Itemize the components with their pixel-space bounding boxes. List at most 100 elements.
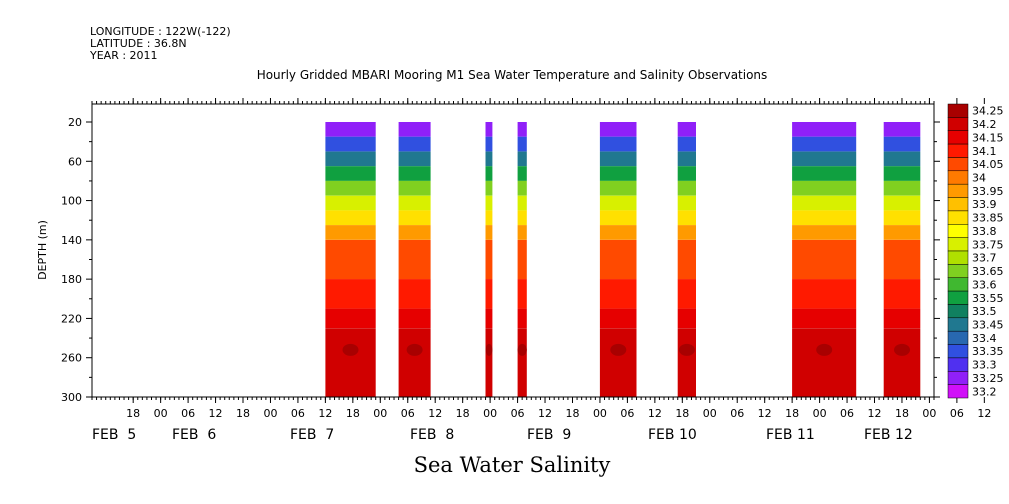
colorbar-swatch — [947, 183, 969, 198]
salinity-band — [792, 151, 857, 167]
salinity-band — [325, 328, 376, 398]
salinity-band — [398, 136, 431, 152]
colorbar-label: 34.15 — [972, 131, 1004, 144]
salinity-band — [485, 210, 493, 226]
salinity-band — [677, 166, 696, 181]
salinity-band — [325, 279, 376, 309]
data-segment — [325, 122, 376, 398]
salinity-band — [883, 225, 921, 240]
colorbar-label: 33.3 — [972, 359, 997, 372]
salinity-band — [325, 122, 376, 137]
colorbar-swatch — [947, 143, 969, 158]
colorbar: 34.2534.234.1534.134.053433.9533.933.853… — [947, 103, 1004, 398]
salinity-band — [517, 151, 527, 167]
x-tick-label: 06 — [401, 407, 415, 420]
x-tick-label: 18 — [565, 407, 579, 420]
data-segment — [792, 122, 857, 398]
colorbar-swatch — [947, 170, 969, 185]
salinity-band — [485, 279, 493, 309]
x-tick-label: 12 — [209, 407, 223, 420]
salinity-band — [325, 308, 376, 329]
colorbar-label: 33.8 — [972, 225, 997, 238]
x-tick-label: 00 — [593, 407, 607, 420]
x-date-label: FEB 10 — [648, 427, 697, 443]
colorbar-swatch — [947, 237, 969, 252]
latitude-label: LATITUDE : 36.8N — [90, 37, 187, 50]
salinity-band — [599, 151, 637, 167]
salinity-band — [485, 225, 493, 240]
x-date-label: FEB 8 — [410, 427, 454, 443]
y-tick-label: 260 — [61, 352, 82, 365]
colorbar-swatch — [947, 117, 969, 132]
colorbar-label: 33.75 — [972, 238, 1004, 251]
x-tick-label: 12 — [318, 407, 332, 420]
salinity-band — [485, 166, 493, 181]
colorbar-label: 34.25 — [972, 105, 1004, 118]
salinity-band — [883, 166, 921, 181]
x-tick-label: 18 — [456, 407, 470, 420]
salinity-band — [325, 136, 376, 152]
colorbar-label: 34.2 — [972, 118, 997, 131]
salinity-band — [398, 210, 431, 226]
salinity-band — [599, 279, 637, 309]
colorbar-swatch — [947, 250, 969, 265]
salinity-band — [398, 195, 431, 211]
colorbar-swatch — [947, 210, 969, 225]
x-tick-label: 00 — [263, 407, 277, 420]
salinity-band — [325, 166, 376, 181]
colorbar-swatch — [947, 330, 969, 345]
salinity-max-blob — [406, 343, 423, 356]
colorbar-label: 33.7 — [972, 252, 997, 265]
y-tick-label: 100 — [61, 195, 82, 208]
salinity-band — [883, 279, 921, 309]
x-tick-label: 12 — [868, 407, 882, 420]
salinity-band — [398, 279, 431, 309]
salinity-band — [883, 239, 921, 280]
x-tick-label: 06 — [620, 407, 634, 420]
salinity-band — [398, 166, 431, 181]
colorbar-label: 33.35 — [972, 345, 1004, 358]
y-tick-label: 140 — [61, 234, 82, 247]
salinity-band — [883, 122, 921, 137]
salinity-band — [398, 328, 431, 398]
salinity-band — [792, 122, 857, 137]
x-tick-label: 00 — [483, 407, 497, 420]
salinity-band — [792, 279, 857, 309]
salinity-band — [325, 195, 376, 211]
data-segment — [398, 122, 431, 398]
salinity-band — [517, 210, 527, 226]
salinity-band — [485, 122, 493, 137]
colorbar-swatch — [947, 197, 969, 212]
salinity-band — [599, 122, 637, 137]
x-date-label: FEB 5 — [92, 427, 136, 443]
y-tick-label: 20 — [68, 116, 82, 129]
salinity-band — [677, 225, 696, 240]
salinity-band — [398, 180, 431, 196]
colorbar-label: 33.25 — [972, 372, 1004, 385]
colorbar-label: 34 — [972, 172, 986, 185]
salinity-band — [599, 239, 637, 280]
data-segment — [485, 122, 493, 398]
salinity-band — [677, 136, 696, 152]
x-tick-label: 12 — [648, 407, 662, 420]
salinity-band — [398, 239, 431, 280]
colorbar-label: 33.45 — [972, 319, 1004, 332]
salinity-band — [599, 180, 637, 196]
salinity-band — [517, 239, 527, 280]
colorbar-swatch — [947, 371, 969, 385]
salinity-band — [792, 239, 857, 280]
colorbar-swatch — [947, 224, 969, 238]
salinity-band — [883, 195, 921, 211]
colorbar-label: 33.5 — [972, 305, 997, 318]
salinity-band — [677, 308, 696, 329]
salinity-band — [517, 225, 527, 240]
data-segment — [677, 122, 696, 398]
y-tick-label: 220 — [61, 312, 82, 325]
y-axis-label: DEPTH (m) — [36, 220, 49, 280]
salinity-band — [485, 308, 493, 329]
colorbar-swatch — [947, 103, 969, 118]
plot-area — [325, 122, 921, 398]
colorbar-swatch — [947, 130, 969, 145]
salinity-band — [792, 180, 857, 196]
